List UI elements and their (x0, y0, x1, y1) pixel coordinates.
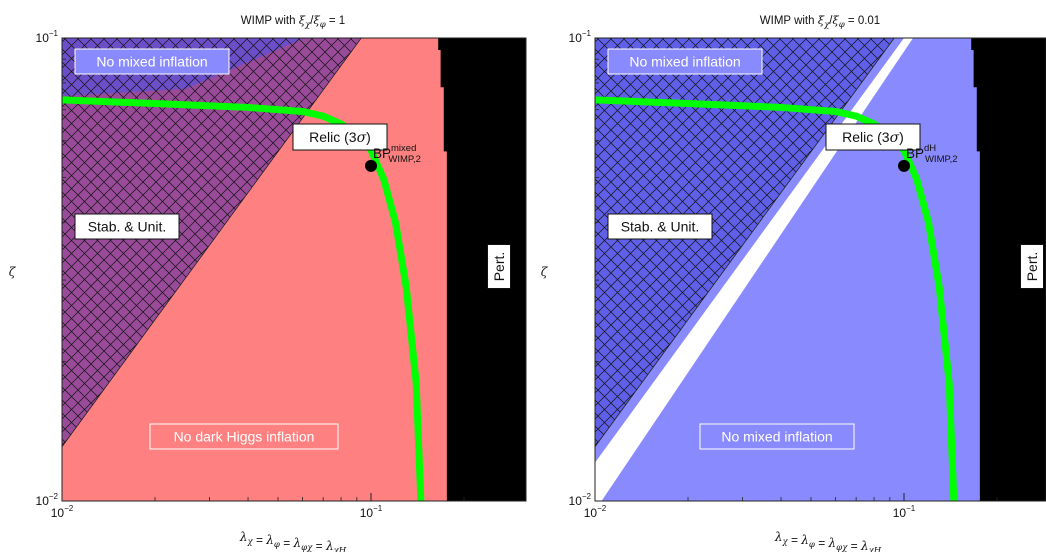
x-axis-label: λχ = λφ = λφχ = λχH (239, 530, 347, 552)
label-pert: Pert. (1021, 245, 1044, 289)
x-tick-label: 10−2 (51, 504, 74, 520)
label-stab-unit: Stab. & Unit. (608, 214, 712, 239)
label-stab-unit: Stab. & Unit. (75, 214, 179, 239)
benchmark-point (898, 160, 910, 172)
x-tick-label: 10−2 (584, 504, 607, 520)
y-tick-label: 10−1 (569, 29, 592, 45)
label-pert-text: Pert. (491, 252, 507, 282)
label-no-mixed-inflation-bottom: No mixed inflation (700, 424, 854, 449)
benchmark-point (365, 160, 377, 172)
label-no-mixed-inflation-bottom-text: No mixed inflation (721, 429, 832, 445)
label-no-dark-higgs-inflation-text: No dark Higgs inflation (174, 429, 315, 445)
label-no-mixed-inflation-top: No mixed inflation (608, 49, 762, 74)
x-axis-label: λχ = λφ = λφχ = λχH (774, 530, 882, 552)
chart-title: WIMP with ξχ/ξφ = 1 (241, 13, 345, 30)
label-no-dark-higgs-inflation: No dark Higgs inflation (150, 424, 338, 449)
label-no-mixed-inflation-top-text: No mixed inflation (629, 54, 740, 70)
label-relic-text: Relic (3σ) (309, 129, 371, 146)
x-tick-label: 10−1 (893, 504, 916, 520)
label-stab-unit-text: Stab. & Unit. (88, 219, 167, 235)
label-pert-text: Pert. (1024, 252, 1040, 282)
y-tick-label: 10−1 (36, 29, 59, 45)
label-pert: Pert. (488, 245, 511, 289)
x-tick-label: 10−1 (360, 504, 383, 520)
label-relic-text: Relic (3σ) (842, 129, 904, 146)
y-axis-label: ζ (9, 265, 17, 279)
label-no-mixed-inflation-text: No mixed inflation (96, 54, 207, 70)
y-axis-label: ζ (541, 265, 549, 279)
label-no-mixed-inflation: No mixed inflation (75, 49, 229, 74)
label-stab-unit-text: Stab. & Unit. (621, 219, 700, 235)
chart-title: WIMP with ξχ/ξφ = 0.01 (760, 13, 880, 30)
